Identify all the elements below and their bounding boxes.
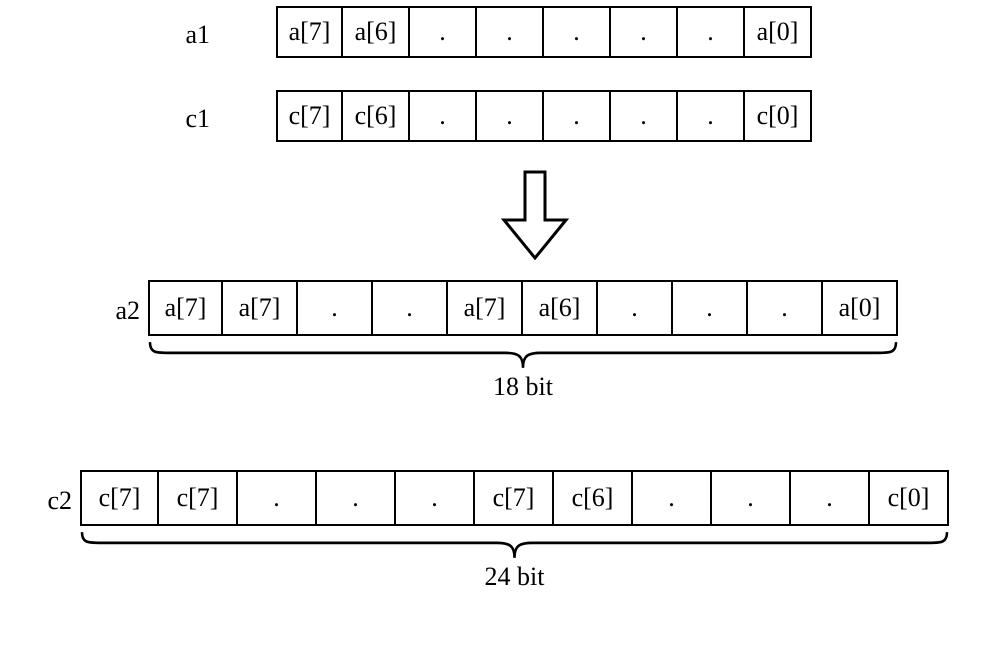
cell: c[0]: [745, 90, 812, 142]
cell: .: [238, 470, 317, 526]
brace-a2: 18 bit: [148, 340, 898, 402]
cell: a[7]: [223, 280, 298, 336]
brace-icon: [148, 340, 898, 370]
cell: .: [791, 470, 870, 526]
cell: .: [298, 280, 373, 336]
cell: c[0]: [870, 470, 949, 526]
row-label-c2: c2: [0, 486, 90, 516]
row-label-a1: a1: [0, 20, 228, 50]
cell: a[6]: [523, 280, 598, 336]
cell: .: [748, 280, 823, 336]
cell: .: [673, 280, 748, 336]
cell: c[6]: [554, 470, 633, 526]
label-text-a2: a2: [115, 296, 140, 325]
cells-c1: c[7]c[6].....c[0]: [276, 90, 812, 142]
cell: .: [317, 470, 396, 526]
cell: c[7]: [276, 90, 343, 142]
cell: .: [410, 90, 477, 142]
label-text-c1: c1: [185, 104, 210, 133]
row-label-c1: c1: [0, 104, 228, 134]
cell: .: [633, 470, 712, 526]
cell: c[7]: [80, 470, 159, 526]
label-text-a1: a1: [185, 20, 210, 49]
cell: a[7]: [276, 6, 343, 58]
label-text-c2: c2: [47, 486, 72, 515]
cell: .: [611, 6, 678, 58]
cell: a[0]: [745, 6, 812, 58]
cell: .: [678, 90, 745, 142]
cells-a2: a[7]a[7]..a[7]a[6]...a[0]: [148, 280, 898, 336]
brace-label-a2: 18 bit: [493, 372, 553, 402]
cell: c[6]: [343, 90, 410, 142]
cells-c2: c[7]c[7]...c[7]c[6]...c[0]: [80, 470, 949, 526]
arrow-down-icon: [500, 170, 570, 265]
row-label-a2: a2: [0, 296, 158, 326]
cell: .: [598, 280, 673, 336]
cell: .: [477, 90, 544, 142]
cell: .: [544, 6, 611, 58]
cell: c[7]: [475, 470, 554, 526]
brace-icon: [80, 530, 949, 560]
cell: a[6]: [343, 6, 410, 58]
cell: .: [611, 90, 678, 142]
cell: c[7]: [159, 470, 238, 526]
cells-a1: a[7]a[6].....a[0]: [276, 6, 812, 58]
cell: .: [544, 90, 611, 142]
cell: .: [712, 470, 791, 526]
brace-c2: 24 bit: [80, 530, 949, 592]
cell: a[7]: [448, 280, 523, 336]
cell: a[0]: [823, 280, 898, 336]
brace-label-c2: 24 bit: [485, 562, 545, 592]
cell: .: [678, 6, 745, 58]
cell: .: [410, 6, 477, 58]
cell: .: [477, 6, 544, 58]
cell: .: [373, 280, 448, 336]
cell: .: [396, 470, 475, 526]
cell: a[7]: [148, 280, 223, 336]
